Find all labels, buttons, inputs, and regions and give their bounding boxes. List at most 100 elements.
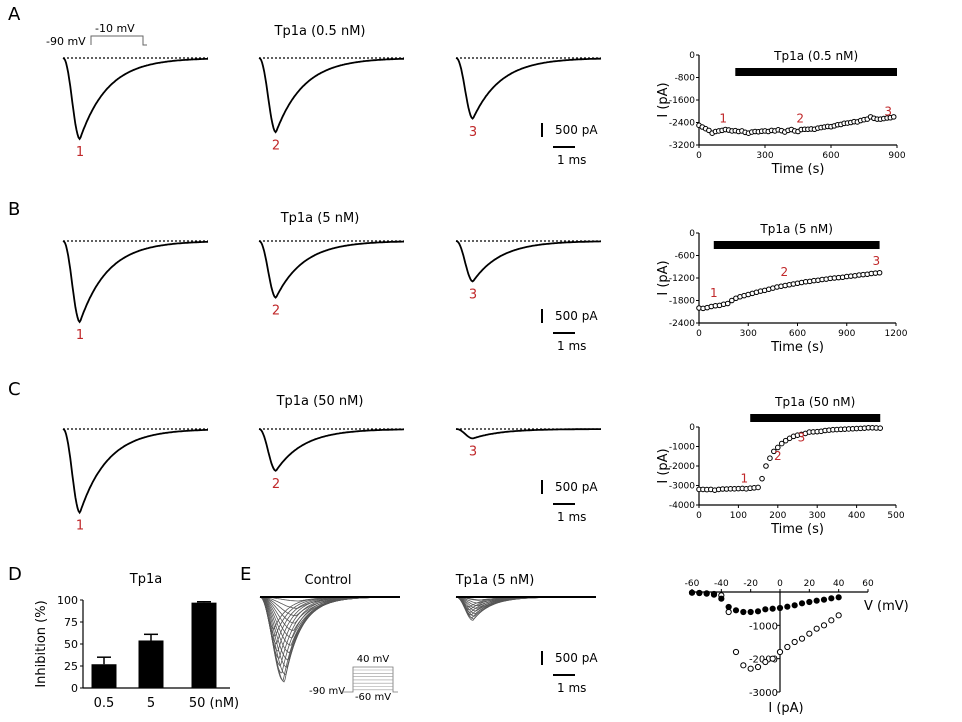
iv-point-drug: [718, 595, 725, 602]
iv-point-drug: [703, 590, 710, 597]
y-tick-label: 0: [689, 423, 695, 433]
data-point: [767, 455, 773, 462]
iv-point-control: [791, 638, 798, 646]
x-tick-label: 300: [809, 511, 826, 521]
control-trace: [259, 596, 400, 646]
protocol-bottom-label: -60 mV: [355, 692, 391, 703]
x-tick-label: -20: [743, 579, 758, 589]
y-tick-label: -2400: [669, 119, 695, 129]
current-trace: [455, 428, 601, 440]
x-category-label: 0.5: [94, 696, 115, 711]
trace-label: 1: [76, 145, 84, 160]
x-tick-label: 300: [756, 151, 773, 161]
x-tick-label: 60: [862, 579, 874, 589]
y-tick-label: -2000: [669, 462, 695, 472]
data-point: [724, 300, 731, 307]
y-tick-label: -3200: [669, 141, 695, 151]
x-axis-label: V (mV): [864, 599, 909, 614]
time-marker-label: 1: [710, 286, 718, 300]
x-tick-label: 0: [696, 151, 702, 161]
x-tick-label: 600: [822, 151, 839, 161]
y-axis-label: Inhibition (%): [34, 600, 49, 687]
x-tick-label: 500: [887, 511, 904, 521]
iv-point-drug: [762, 606, 769, 613]
y-tick-label: 75: [64, 616, 78, 629]
y-tick-label: -3000: [749, 688, 778, 699]
drug-application-bar: [735, 68, 897, 76]
current-trace: [455, 57, 602, 120]
y-axis-label: I (pA): [656, 260, 671, 295]
protocol-top-label: 40 mV: [357, 654, 390, 665]
protocol-hold-label: -90 mV: [309, 686, 345, 697]
y-tick-label: -1000: [749, 621, 778, 632]
bar: [191, 602, 217, 688]
iv-point-control: [828, 617, 835, 624]
iv-point-drug: [747, 608, 754, 616]
iv-point-control: [776, 648, 784, 656]
x-axis-label: Time (s): [770, 340, 824, 355]
x-category-label: 50 (nM): [189, 696, 239, 711]
y-tick-label: 25: [64, 660, 78, 673]
y-axis-label: I (pA): [656, 448, 671, 483]
iv-point-control: [798, 635, 806, 642]
time-marker-label: 1: [719, 112, 727, 126]
drug-bar-title: Tp1a (50 nM): [774, 395, 855, 409]
panel-A-title: Tp1a (0.5 nM): [274, 24, 366, 39]
iv-point-drug: [820, 596, 828, 603]
x-tick-label: 900: [888, 151, 905, 161]
trace-label: 3: [469, 125, 477, 140]
trace-label: 1: [76, 328, 84, 343]
y-tick-label: -1200: [669, 274, 695, 284]
scale-current-label: 500 pA: [555, 123, 598, 137]
iv-point-drug: [725, 603, 732, 611]
data-point: [778, 440, 785, 447]
protocol-hold-label: -90 mV: [46, 35, 86, 48]
scale-current-label: 500 pA: [555, 309, 598, 323]
iv-point-drug: [791, 602, 798, 609]
time-marker-label: 3: [872, 254, 880, 268]
data-point: [775, 444, 781, 451]
bar-chart-title: Tp1a: [129, 572, 162, 587]
data-point: [782, 437, 789, 444]
panel-letter-C: C: [8, 379, 21, 400]
y-tick-label: 0: [689, 229, 695, 239]
iv-point-drug: [732, 607, 740, 614]
x-tick-label: 0: [696, 329, 702, 339]
control-trace: [259, 596, 400, 645]
time-marker-label: 1: [740, 472, 748, 486]
x-tick-label: -40: [714, 579, 729, 589]
iv-point-control: [740, 662, 747, 669]
y-axis-label: I (pA): [656, 82, 671, 117]
drug-title: Tp1a (5 nM): [455, 573, 535, 588]
panel-letter-B: B: [8, 199, 20, 220]
protocol-step-line: [90, 35, 147, 46]
iv-point-control: [820, 622, 828, 629]
data-point: [755, 484, 761, 491]
x-axis-label: Time (s): [771, 162, 825, 177]
iv-point-drug: [835, 594, 842, 601]
y-tick-label: 0: [71, 682, 78, 695]
current-trace: [455, 240, 601, 283]
iv-point-drug: [769, 605, 776, 612]
y-tick-label: -800: [675, 74, 696, 84]
iv-point-control: [784, 643, 791, 651]
drug-application-bar: [750, 414, 881, 422]
iv-point-drug: [806, 598, 813, 606]
current-trace: [258, 240, 404, 299]
drug-bar-title: Tp1a (5 nM): [759, 222, 833, 236]
y-tick-label: 0: [689, 51, 695, 61]
x-category-label: 5: [147, 696, 155, 711]
x-tick-label: 400: [848, 511, 865, 521]
x-tick-label: 200: [769, 511, 786, 521]
x-tick-label: -60: [685, 579, 700, 589]
panel-B-title: Tp1a (5 nM): [280, 211, 360, 226]
drug-bar-title: Tp1a (0.5 nM): [773, 49, 858, 63]
current-trace: [62, 428, 208, 515]
trace-label: 2: [272, 477, 280, 492]
panel-C-title: Tp1a (50 nM): [276, 394, 364, 409]
trace-label: 3: [469, 444, 477, 459]
iv-point-drug: [754, 608, 762, 615]
iv-point-drug: [828, 595, 835, 602]
